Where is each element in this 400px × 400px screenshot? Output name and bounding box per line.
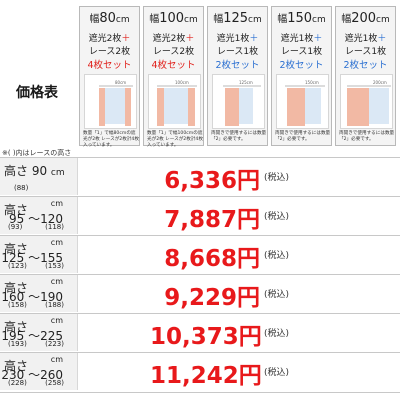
height-label: 高さ cm 195 ～225 (193) (223): [0, 314, 78, 351]
height-main: 高さ: [4, 242, 29, 256]
lace-height-note: ※( )内はレースの高さ: [2, 149, 72, 157]
height-main: 高さ: [4, 203, 29, 217]
price-value: 6,336円: [164, 168, 260, 194]
height-label: 高さ cm 125 ～155 (123) (153): [0, 236, 78, 273]
card-line2: 遮光1枚＋: [216, 34, 259, 44]
card-description: 両開きで使用するには数量「2」必要です。: [275, 131, 331, 142]
height-range: 95 ～120: [9, 212, 63, 226]
price-value: 10,373円: [150, 324, 262, 350]
height-label: 高さ cm 230 ～260 (228) (258): [0, 353, 78, 390]
height-label: 高さ cm 160 ～190 (158) (188): [0, 275, 78, 312]
card-line2: 遮光2枚＋: [152, 34, 195, 44]
tax-label: (税込): [264, 212, 290, 222]
height-range: 195 ～225: [1, 329, 63, 343]
height-label: 高さ cm 95 ～120 (93) (118): [0, 197, 78, 234]
price-row-160-190: 高さ cm 160 ～190 (158) (188) 9,229円 (税込): [0, 274, 400, 312]
card-line2: 遮光2枚＋: [88, 34, 131, 44]
card-description: 両開きで使用するには数量「2」必要です。: [211, 131, 267, 142]
height-range: 160 ～190: [1, 290, 63, 304]
card-width: 幅125cm: [213, 11, 262, 26]
card-line3: レース1枚: [280, 47, 323, 57]
height-range: 125 ～155: [1, 251, 63, 265]
card-set-label: 2枚セット: [215, 60, 260, 71]
curtain-illustration-icon: 100cm: [148, 74, 201, 129]
page-title: 価格表: [16, 85, 58, 101]
price-value: 8,668円: [164, 246, 260, 272]
price-row-230-260: 高さ cm 230 ～260 (228) (258) 11,242円 (税込): [0, 352, 400, 390]
card-line3: レース2枚: [152, 47, 195, 57]
size-label: 125cm: [239, 80, 253, 85]
height-main: 高さ: [4, 359, 29, 373]
height-unit: cm: [50, 277, 63, 286]
size-label: 150cm: [305, 80, 319, 85]
tax-label: (税込): [264, 368, 290, 378]
curtain-illustration-icon: 200cm: [340, 74, 393, 129]
height-unit: cm: [50, 199, 63, 208]
card-description: 数量「1」で幅80cmの遮光が2枚 レースが2枚計4枚入っています。: [83, 131, 139, 148]
table-bottom-border: [0, 392, 400, 393]
tax-label: (税込): [264, 290, 290, 300]
card-line2: 遮光1枚＋: [344, 34, 387, 44]
height-main: 高さ: [4, 320, 29, 334]
curtain-illustration-icon: 150cm: [276, 74, 329, 129]
curtain-illustration-icon: 125cm: [212, 74, 265, 129]
card-line3: レース1枚: [344, 47, 387, 57]
height-unit: cm: [50, 316, 63, 325]
card-set-label: 4枚セット: [151, 60, 196, 71]
tax-label: (税込): [264, 329, 290, 339]
size-label: 100cm: [175, 80, 189, 85]
curtain-illustration-icon: 80cm: [84, 74, 137, 129]
width-card-list: 幅80cm 遮光2枚＋ レース2枚 4枚セット 80cm 数量「1」で幅80cm…: [79, 6, 399, 148]
card-width: 幅100cm: [149, 11, 198, 26]
card-width: 幅200cm: [341, 11, 390, 26]
card-description: 数量「1」で幅100cmの遮光が2枚 レースが2枚計4枚入っています。: [147, 131, 203, 148]
price-value: 11,242円: [150, 363, 262, 389]
price-row-90: 高さ 90 cm (88) 6,336円 (税込): [0, 157, 400, 195]
card-set-label: 4枚セット: [87, 60, 132, 71]
width-card-80: 幅80cm 遮光2枚＋ レース2枚 4枚セット 80cm 数量「1」で幅80cm…: [79, 6, 140, 148]
price-value: 9,229円: [164, 285, 260, 311]
size-label: 80cm: [115, 80, 126, 85]
price-value: 7,887円: [164, 207, 260, 233]
width-card-100: 幅100cm 遮光2枚＋ レース2枚 4枚セット 100cm 数量「1」で幅10…: [143, 6, 204, 148]
tax-label: (税込): [264, 251, 290, 261]
card-width: 幅80cm: [89, 11, 130, 26]
width-card-125: 幅125cm 遮光1枚＋ レース1枚 2枚セット 125cm 両開きで使用するに…: [207, 6, 268, 146]
height-range: 230 ～260: [1, 368, 63, 382]
height-main: 高さ 90 cm: [4, 164, 65, 178]
card-line3: レース1枚: [216, 47, 259, 57]
tax-label: (税込): [264, 173, 290, 183]
width-card-200: 幅200cm 遮光1枚＋ レース1枚 2枚セット 200cm 両開きで使用するに…: [335, 6, 396, 146]
card-line3: レース2枚: [88, 47, 131, 57]
card-width: 幅150cm: [277, 11, 326, 26]
card-set-label: 2枚セット: [343, 60, 388, 71]
card-line2: 遮光1枚＋: [280, 34, 323, 44]
height-main: 高さ: [4, 281, 29, 295]
width-card-150: 幅150cm 遮光1枚＋ レース1枚 2枚セット 150cm 両開きで使用するに…: [271, 6, 332, 146]
size-label: 200cm: [373, 80, 387, 85]
height-label: 高さ 90 cm (88): [0, 158, 78, 195]
card-description: 両開きで使用するには数量「2」必要です。: [339, 131, 395, 142]
price-row-125-155: 高さ cm 125 ～155 (123) (153) 8,668円 (税込): [0, 235, 400, 273]
price-row-95-120: 高さ cm 95 ～120 (93) (118) 7,887円 (税込): [0, 196, 400, 234]
height-unit: cm: [50, 238, 63, 247]
price-row-195-225: 高さ cm 195 ～225 (193) (223) 10,373円 (税込): [0, 313, 400, 351]
card-set-label: 2枚セット: [279, 60, 324, 71]
height-unit: cm: [50, 355, 63, 364]
